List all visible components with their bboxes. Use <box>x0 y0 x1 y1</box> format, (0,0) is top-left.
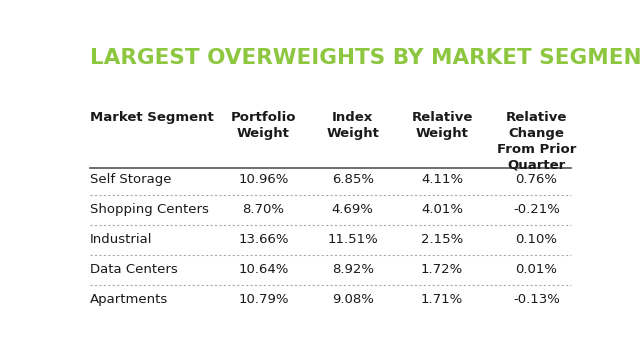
Text: 13.66%: 13.66% <box>238 233 289 246</box>
Text: Industrial: Industrial <box>90 233 152 246</box>
Text: 10.79%: 10.79% <box>238 293 289 306</box>
Text: Shopping Centers: Shopping Centers <box>90 203 209 216</box>
Text: Data Centers: Data Centers <box>90 263 178 276</box>
Text: 10.96%: 10.96% <box>238 173 289 186</box>
Text: 10.64%: 10.64% <box>238 263 289 276</box>
Text: 9.08%: 9.08% <box>332 293 374 306</box>
Text: 2.15%: 2.15% <box>421 233 463 246</box>
Text: Apartments: Apartments <box>90 293 168 306</box>
Text: Index
Weight: Index Weight <box>326 111 380 140</box>
Text: Portfolio
Weight: Portfolio Weight <box>231 111 296 140</box>
Text: Relative
Weight: Relative Weight <box>412 111 473 140</box>
Text: 8.92%: 8.92% <box>332 263 374 276</box>
Text: 1.71%: 1.71% <box>421 293 463 306</box>
Text: Self Storage: Self Storage <box>90 173 172 186</box>
Text: Market Segment: Market Segment <box>90 111 214 124</box>
Text: Relative
Change
From Prior
Quarter: Relative Change From Prior Quarter <box>497 111 576 172</box>
Text: -0.21%: -0.21% <box>513 203 560 216</box>
Text: 0.01%: 0.01% <box>515 263 557 276</box>
Text: 4.11%: 4.11% <box>421 173 463 186</box>
Text: -0.13%: -0.13% <box>513 293 560 306</box>
Text: LARGEST OVERWEIGHTS BY MARKET SEGMENT: LARGEST OVERWEIGHTS BY MARKET SEGMENT <box>90 48 640 68</box>
Text: 8.70%: 8.70% <box>243 203 285 216</box>
Text: 0.76%: 0.76% <box>515 173 557 186</box>
Text: 6.85%: 6.85% <box>332 173 374 186</box>
Text: 4.01%: 4.01% <box>421 203 463 216</box>
Text: 4.69%: 4.69% <box>332 203 374 216</box>
Text: 1.72%: 1.72% <box>421 263 463 276</box>
Text: 0.10%: 0.10% <box>515 233 557 246</box>
Text: 11.51%: 11.51% <box>328 233 378 246</box>
